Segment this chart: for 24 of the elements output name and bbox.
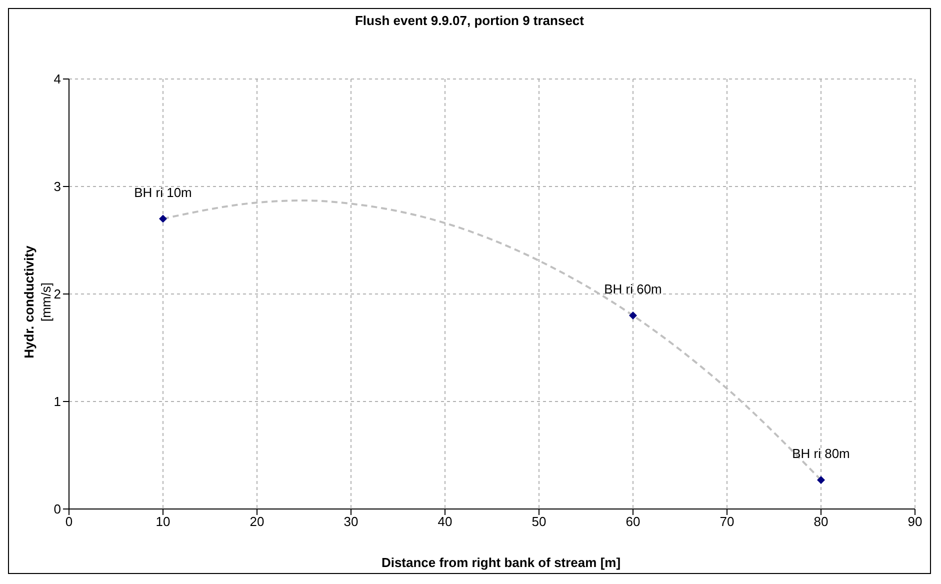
point xyxy=(629,312,637,320)
x-tick-label: 30 xyxy=(344,514,358,530)
point xyxy=(159,214,167,223)
x-tick-label: 10 xyxy=(156,514,170,530)
x-tick-label: 20 xyxy=(250,514,264,530)
annotation: BH ri 10m xyxy=(134,184,192,200)
y-axis-title: Hydr. conductivity [mm/s] xyxy=(20,245,54,358)
x-tick-label: 50 xyxy=(532,514,546,530)
annotation: BH ri 80m xyxy=(792,446,850,461)
y-tick-label: 3 xyxy=(54,179,61,194)
x-tick-label: 0 xyxy=(65,514,73,530)
chart-title: Flush event 9.9.07, portion 9 transect xyxy=(354,13,585,28)
x-tick-label: 70 xyxy=(720,514,734,530)
x-tick-label: 40 xyxy=(438,514,452,530)
x-tick-label: 80 xyxy=(814,514,828,530)
y-tick-label: 4 xyxy=(54,72,61,87)
y-tick-label: 2 xyxy=(54,286,61,302)
y-tick-label: 0 xyxy=(54,502,61,517)
x-axis-title: Distance from right bank of stream [m] xyxy=(380,555,622,570)
annotation: BH ri 60m xyxy=(604,282,662,296)
y-tick-label: 1 xyxy=(54,394,61,410)
x-tick-label: 60 xyxy=(626,514,640,530)
x-tick-label: 90 xyxy=(908,514,922,530)
point xyxy=(817,476,825,484)
